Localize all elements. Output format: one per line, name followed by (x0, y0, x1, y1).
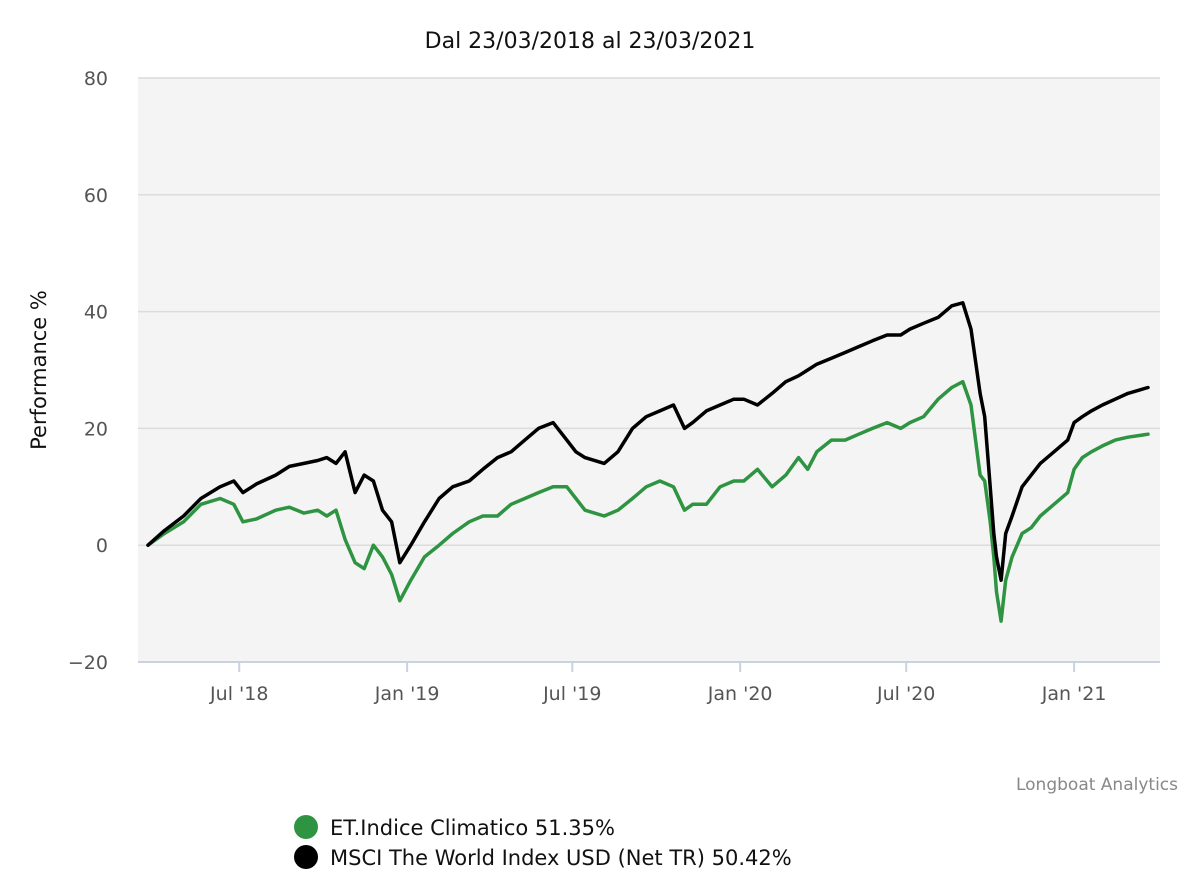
y-tick-label: 20 (84, 418, 108, 440)
y-axis-label: Performance % (27, 290, 51, 450)
x-tick-label: Jan '20 (707, 683, 773, 705)
y-tick-label: 40 (84, 302, 108, 324)
plot-background (138, 78, 1160, 662)
legend: ET.Indice Climatico 51.35% MSCI The World… (294, 815, 792, 870)
y-tick-label: 80 (84, 68, 108, 90)
x-tick-label: Jul '20 (876, 683, 935, 705)
x-tick-label: Jul '19 (542, 683, 601, 705)
series-lines (146, 301, 1150, 623)
x-tick-label: Jan '19 (374, 683, 440, 705)
legend-marker[interactable] (294, 815, 318, 839)
axes: −20 0 20 40 60 80 Jul '18 Jan '19 Jul '19 Jan '20… (68, 68, 1160, 705)
series-line-msci-world[interactable] (146, 301, 1150, 582)
chart-title: Dal 23/03/2018 al 23/03/2021 (425, 29, 756, 54)
x-tick-label: Jan '21 (1041, 683, 1107, 705)
y-tick-label: −20 (68, 652, 108, 674)
legend-label[interactable]: MSCI The World Index USD (Net TR) 50.42% (330, 846, 792, 870)
x-tick-label: Jul '18 (209, 683, 268, 705)
series-line-et-indice-climatico[interactable] (146, 379, 1150, 623)
y-tick-label: 0 (96, 535, 108, 557)
credit-text[interactable]: Longboat Analytics (1016, 775, 1178, 795)
legend-label[interactable]: ET.Indice Climatico 51.35% (330, 816, 615, 840)
legend-marker[interactable] (294, 845, 318, 869)
y-tick-label: 60 (84, 185, 108, 207)
